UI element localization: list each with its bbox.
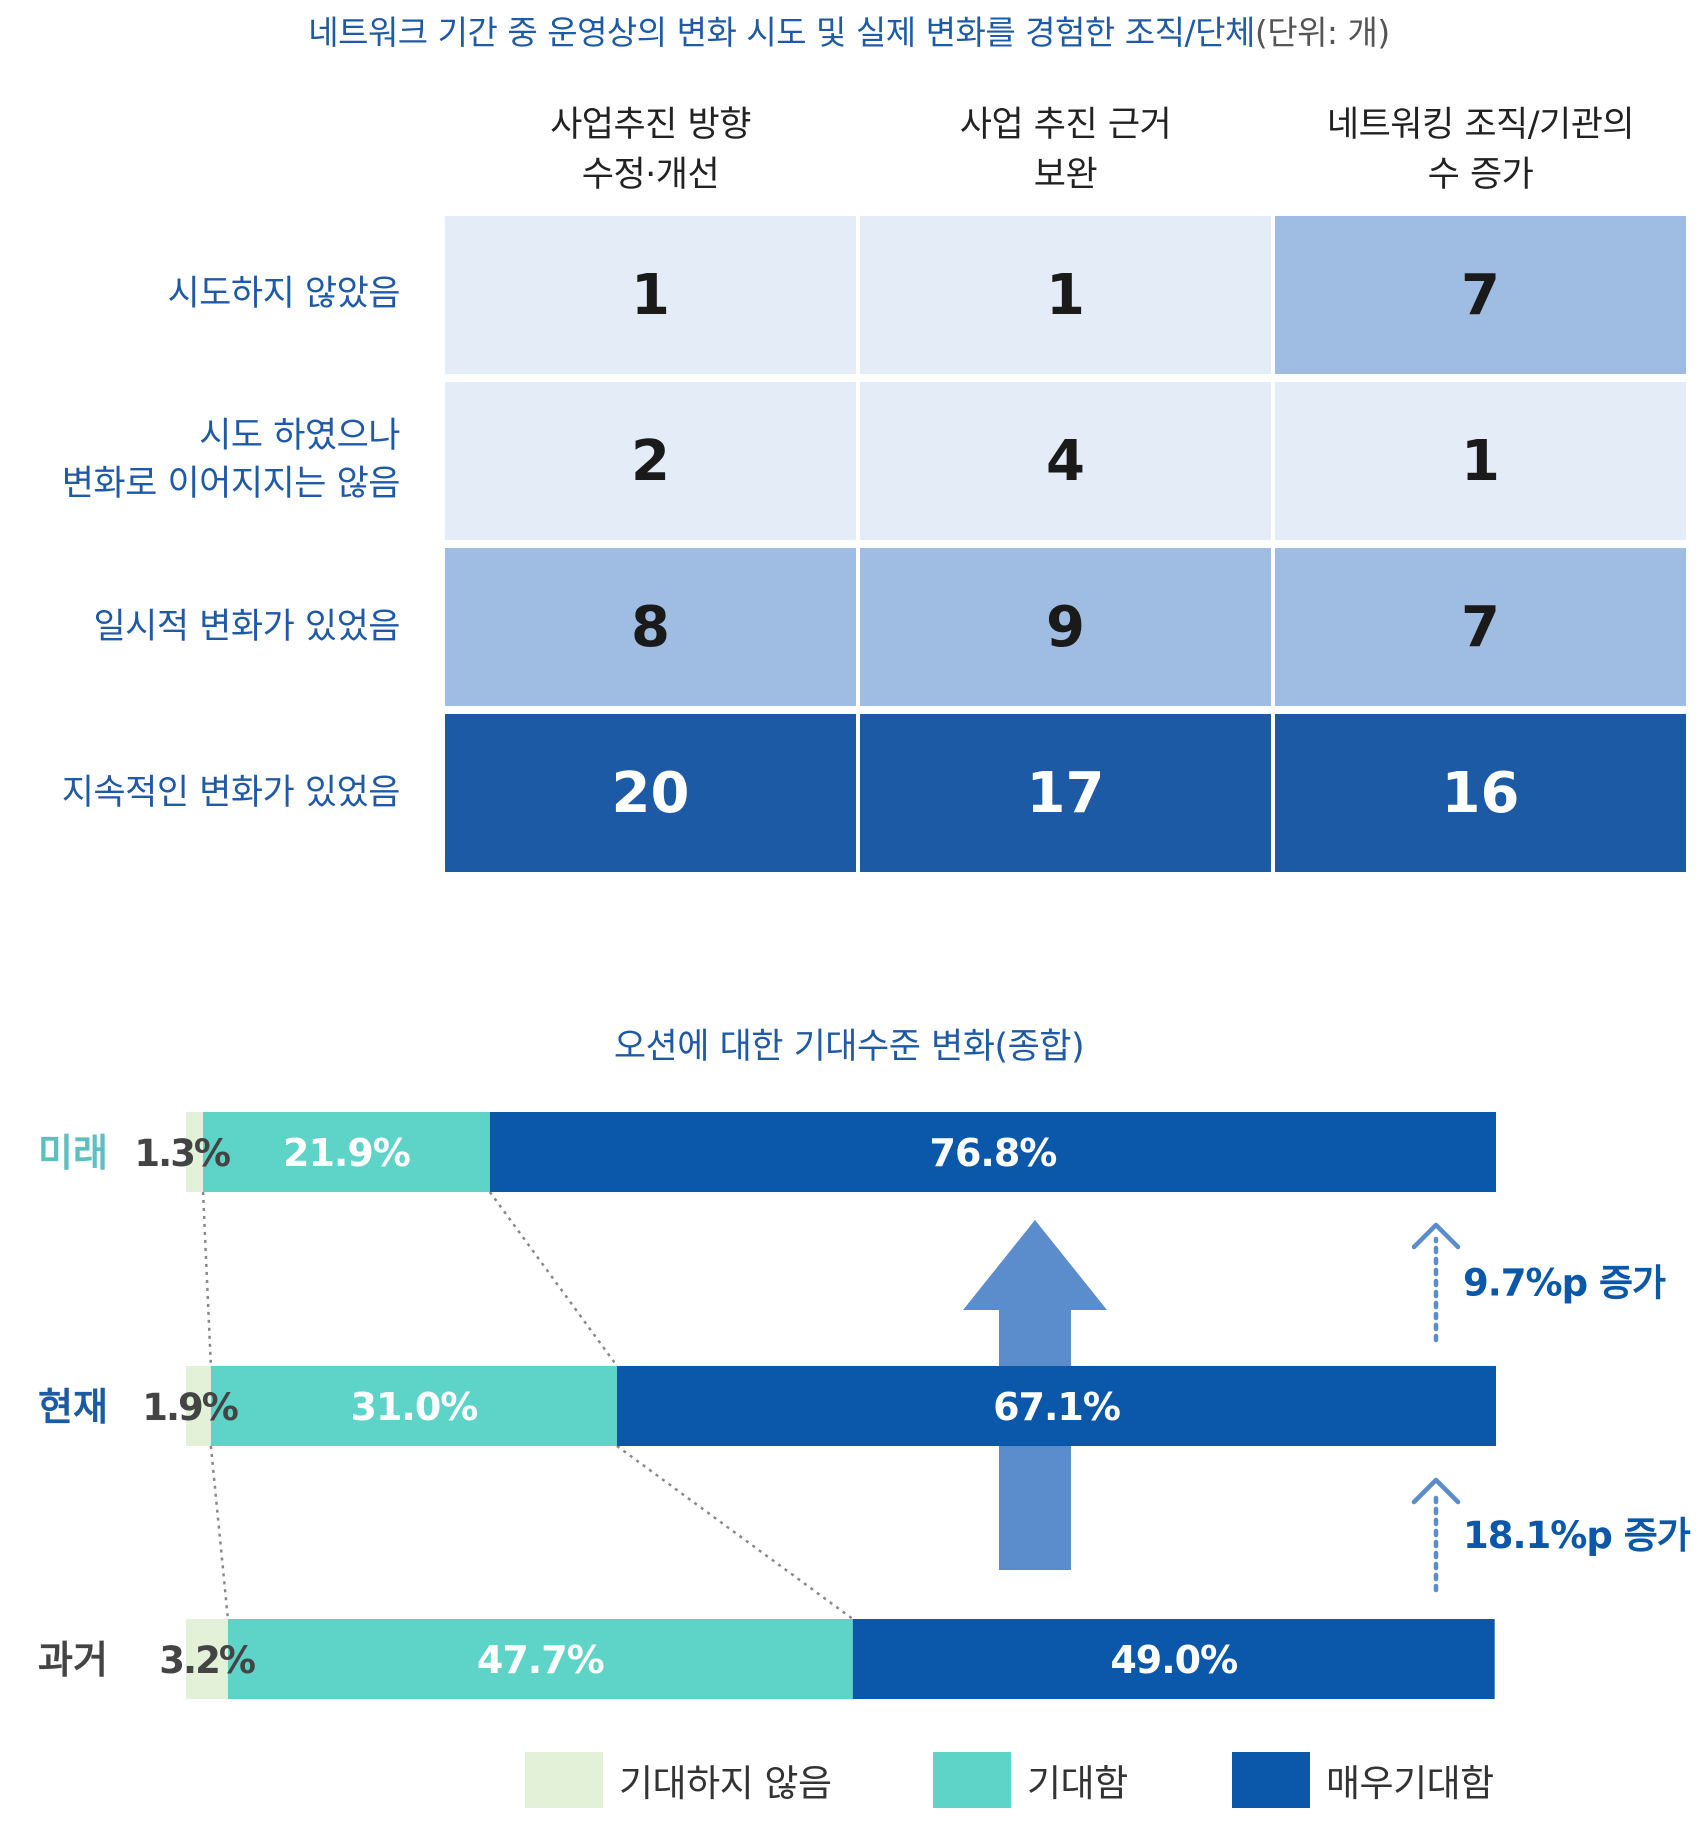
bar-segment	[186, 1366, 211, 1446]
bar-segment	[489, 1112, 1496, 1192]
table-cell: 1	[445, 216, 856, 374]
legend-label-3: 매우기대함	[1326, 1762, 1494, 1805]
bar-segment	[852, 1619, 1495, 1699]
legend-swatch-highly-expected	[1232, 1752, 1310, 1808]
data-label: 3.2%	[159, 1639, 255, 1682]
legend-label-2: 기대함	[1027, 1762, 1128, 1805]
data-label: 1.3%	[134, 1132, 230, 1175]
legend-item-2: 기대함	[933, 1752, 1128, 1808]
table-cell: 20	[445, 714, 856, 872]
row-label-2-line-2: 변화로 이어지지는 않음	[61, 464, 401, 504]
table-unit: (단위: 개)	[1254, 13, 1390, 52]
table-cell: 7	[1275, 548, 1686, 706]
table-cell: 1	[860, 216, 1271, 374]
column-header-1: 사업추진 방향 수정·개선	[445, 100, 856, 200]
column-header-2-line-2: 보완	[1033, 155, 1098, 195]
row-label-1: 시도하지 않았음	[30, 270, 400, 318]
table-cell: 2	[445, 382, 856, 540]
column-header-1-line-2: 수정·개선	[581, 155, 720, 195]
data-label: 21.9%	[283, 1131, 410, 1175]
column-header-1-line-1: 사업추진 방향	[550, 105, 751, 145]
legend-swatch-not-expected	[525, 1752, 603, 1808]
table-cell: 9	[860, 548, 1271, 706]
category-label: 미래	[38, 1131, 108, 1175]
row-label-2: 시도 하였으나 변화로 이어지지는 않음	[30, 412, 401, 508]
data-label: 67.1%	[993, 1385, 1120, 1429]
table-cell: 17	[860, 714, 1271, 872]
category-label: 현재	[38, 1385, 108, 1429]
table-cell: 16	[1275, 714, 1686, 872]
row-label-3: 일시적 변화가 있었음	[30, 603, 400, 651]
category-label: 과거	[38, 1638, 108, 1682]
increase-annotation: 18.1%p 증가	[1463, 1514, 1691, 1557]
bar-segment	[186, 1619, 228, 1699]
row-label-2-line-1: 시도 하였으나	[199, 416, 400, 456]
column-header-2-line-1: 사업 추진 근거	[959, 105, 1172, 145]
column-header-3-line-2: 수 증가	[1427, 155, 1534, 195]
legend-item-3: 매우기대함	[1232, 1752, 1494, 1808]
table-title: 네트워크 기간 중 운영상의 변화 시도 및 실제 변화를 경험한 조직/단체(…	[0, 6, 1698, 54]
column-header-2: 사업 추진 근거 보완	[860, 100, 1271, 200]
bar-segment	[616, 1366, 1496, 1446]
chevron-up-icon	[1411, 1477, 1461, 1505]
column-header-3-line-1: 네트워킹 조직/기관의	[1326, 105, 1635, 145]
column-header-3: 네트워킹 조직/기관의 수 증가	[1275, 100, 1686, 200]
bar-segment	[210, 1366, 617, 1446]
row-label-4: 지속적인 변화가 있었음	[30, 769, 401, 817]
chevron-up-icon	[1411, 1222, 1461, 1250]
legend-item-1: 기대하지 않음	[525, 1752, 832, 1808]
data-label: 47.7%	[477, 1638, 604, 1682]
table-cell: 4	[860, 382, 1271, 540]
bar-segment	[186, 1112, 204, 1192]
table-title-text: 네트워크 기간 중 운영상의 변화 시도 및 실제 변화를 경험한 조직/단체	[308, 13, 1255, 52]
data-label: 76.8%	[930, 1131, 1057, 1175]
row-label-3-line-1: 일시적 변화가 있었음	[93, 607, 400, 647]
chart-title: 오션에 대한 기대수준 변화(종합)	[613, 1027, 1085, 1067]
connector-line	[488, 1191, 618, 1367]
legend-swatch-expected	[933, 1752, 1011, 1808]
connector-line	[209, 1445, 230, 1620]
row-label-4-line-1: 지속적인 변화가 있었음	[61, 773, 401, 813]
increase-annotation: 9.7%p 증가	[1463, 1262, 1666, 1305]
bar-segment	[203, 1112, 490, 1192]
bar-segment	[227, 1619, 853, 1699]
data-label: 1.9%	[142, 1386, 238, 1429]
connector-line	[201, 1191, 213, 1367]
legend-label-1: 기대하지 않음	[619, 1762, 832, 1805]
table-cell: 1	[1275, 382, 1686, 540]
data-label: 49.0%	[1110, 1638, 1237, 1682]
data-label: 31.0%	[351, 1385, 478, 1429]
table-cell: 8	[445, 548, 856, 706]
table-cell: 7	[1275, 216, 1686, 374]
row-label-1-line-1: 시도하지 않았음	[167, 274, 400, 314]
connector-line	[616, 1444, 854, 1621]
